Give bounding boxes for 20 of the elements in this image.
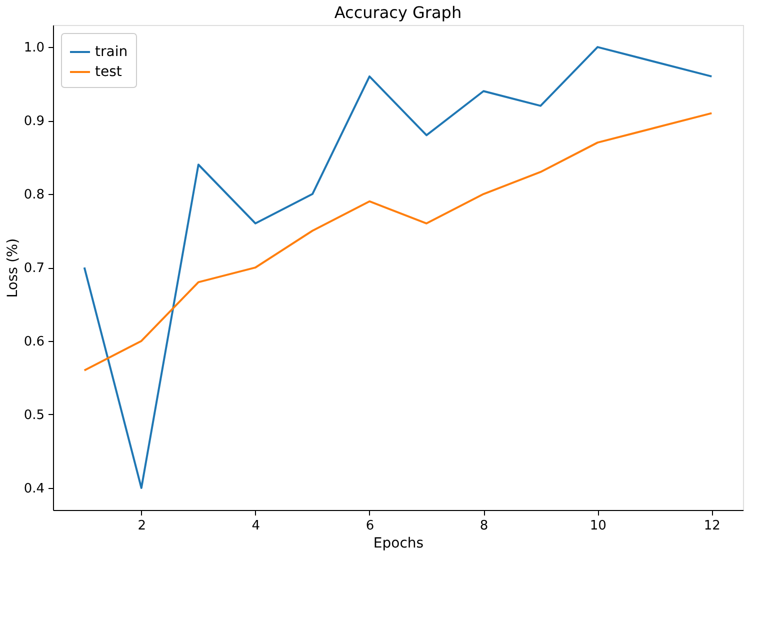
y-tick-label: 0.9 bbox=[24, 114, 44, 130]
y-tick-label: 0.8 bbox=[24, 188, 44, 203]
legend-label: test bbox=[95, 64, 122, 80]
y-tick-label: 0.6 bbox=[24, 334, 44, 350]
x-tick-label: 4 bbox=[252, 518, 260, 534]
y-axis-title: Loss (%) bbox=[4, 238, 21, 298]
x-tick-label: 2 bbox=[138, 518, 146, 534]
line-series bbox=[83, 46, 713, 489]
x-tick-label: 8 bbox=[480, 518, 488, 534]
legend-label: train bbox=[95, 44, 128, 60]
y-tick-label: 0.7 bbox=[24, 261, 44, 276]
y-tick-label: 0.4 bbox=[24, 481, 44, 496]
y-tick-label: 1.0 bbox=[24, 40, 44, 56]
chart-title: Accuracy Graph bbox=[334, 3, 462, 22]
y-tick-label: 0.5 bbox=[24, 408, 44, 423]
x-tick-label: 10 bbox=[590, 518, 606, 534]
x-tick-label: 12 bbox=[704, 518, 720, 534]
line-series bbox=[83, 112, 713, 372]
x-axis-title: Epochs bbox=[373, 536, 424, 552]
x-tick-label: 6 bbox=[366, 518, 374, 534]
